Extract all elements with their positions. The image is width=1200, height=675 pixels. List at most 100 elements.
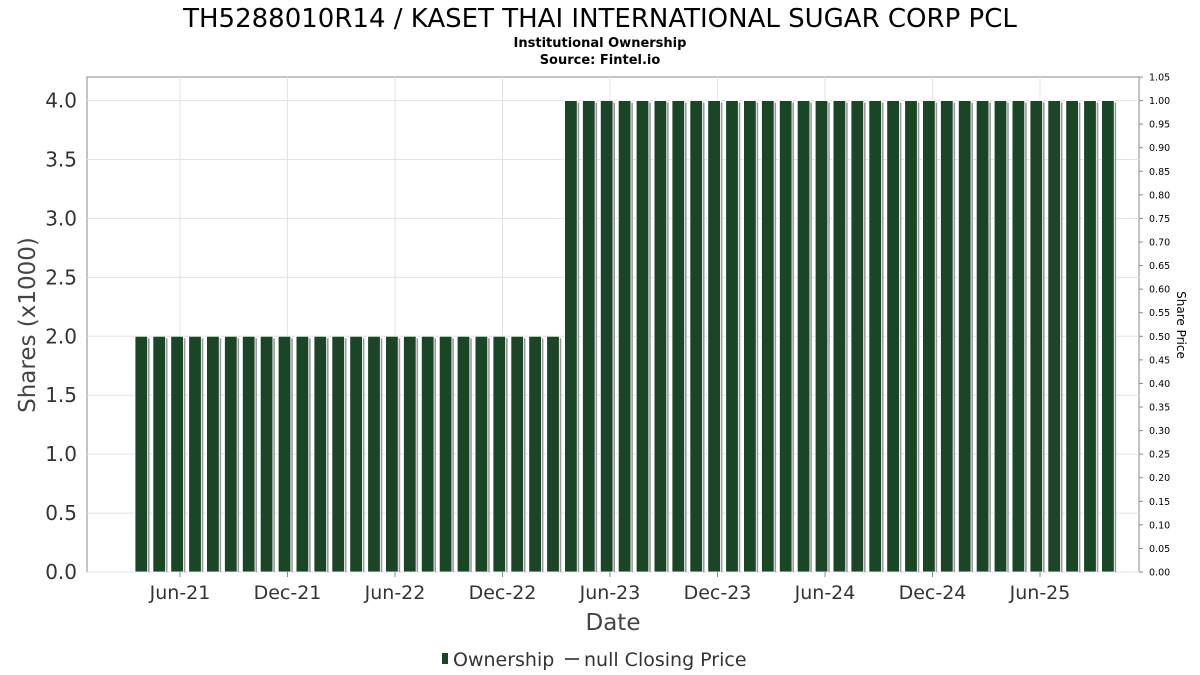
ownership-bar [1047,100,1061,573]
ownership-bar [134,335,149,573]
x-axis-label: Date [586,610,641,636]
ownership-bar [814,100,829,573]
ownership-bar [1101,100,1115,573]
ownership-bar [1011,100,1026,573]
ownership-bar [420,335,435,573]
y2-tick-label: 0.10 [1149,520,1170,531]
ownership-bar [241,335,256,573]
y2-tick-label: 0.70 [1149,238,1170,249]
ownership-bar [904,100,918,573]
ownership-bar [886,100,900,573]
ownership-bar [761,100,775,573]
ownership-bar [259,335,274,573]
y2-tick-label: 0.30 [1149,426,1170,437]
chart-subtitle-1: Institutional Ownership [514,36,687,51]
x-tick-label: Jun-23 [579,582,641,604]
ownership-bar [313,335,328,573]
ownership-bar [832,100,847,573]
x-tick-label: Jun-24 [794,582,856,604]
y-axis-ticks: 0.0 0.5 1.0 1.5 2.0 2.5 3.0 3.5 4.0 [45,89,77,584]
x-axis-ticks: Jun-21 Dec-21 Jun-22 Dec-22 Jun-23 Dec-23 Jun-… [149,572,1071,604]
ownership-bar [707,100,721,573]
ownership-bar [1083,100,1097,573]
ownership-bar [546,335,560,573]
ownership-bar [689,100,703,573]
chart-title: TH5288010R14 / KASET THAI INTERNATIONAL … [182,4,1017,34]
y-tick-label: 1.0 [45,442,77,466]
y2-tick-label: 0.20 [1149,473,1170,484]
y2-tick-label: 0.65 [1149,261,1170,272]
ownership-bar [331,335,345,573]
x-tick-label: Jun-25 [1009,582,1071,604]
legend: Ownership null Closing Price [442,649,747,671]
y-tick-label: 0.0 [45,560,77,584]
x-tick-label: Dec-24 [899,582,967,604]
y2-tick-label: 1.05 [1149,73,1170,84]
y-tick-label: 0.5 [45,501,77,525]
ownership-bar [492,335,507,573]
y2-tick-label: 0.95 [1149,120,1170,131]
y2-tick-label: 0.05 [1149,544,1170,555]
x-tick-label: Dec-21 [254,582,322,604]
y2-tick-label: 0.80 [1149,190,1170,201]
y-tick-label: 3.0 [45,206,77,230]
ownership-bar [635,100,650,573]
y2-tick-label: 0.90 [1149,143,1170,154]
y2-axis-ticks: 0.00 0.05 0.10 0.15 0.20 0.25 0.30 0.35 0.40 0.45… [1139,73,1170,579]
ownership-bar [152,335,166,573]
y2-tick-label: 0.15 [1149,497,1170,508]
y-tick-label: 2.0 [45,324,77,348]
y2-tick-label: 0.85 [1149,167,1170,178]
chart-subtitle-2: Source: Fintel.io [540,53,661,68]
x-tick-label: Dec-22 [469,582,537,604]
y2-tick-label: 0.35 [1149,403,1170,414]
y2-tick-label: 0.25 [1149,450,1170,461]
ownership-bar [850,100,865,573]
ownership-bar [295,335,310,573]
ownership-bar [940,100,954,573]
ownership-bar [796,100,811,573]
ownership-bar [474,335,489,573]
ownership-bar [367,335,381,573]
x-tick-label: Jun-21 [149,582,211,604]
legend-ownership-label: Ownership [453,649,554,671]
ownership-bar [438,335,453,573]
ownership-bar [385,335,399,573]
ownership-bar [528,335,542,573]
ownership-bar [582,100,596,573]
ownership-bar [456,335,471,573]
ownership-bar [1065,100,1079,573]
ownership-bar [993,100,1008,573]
ownership-bar [600,100,614,573]
ownership-bar [1029,100,1044,573]
x-tick-label: Jun-22 [364,582,426,604]
ownership-bar [958,100,972,573]
y-axis-label: Shares (x1000) [15,237,41,413]
ownership-bar [779,100,793,573]
ownership-bar [725,100,739,573]
ownership-bar [403,335,417,573]
y2-tick-label: 0.00 [1149,568,1170,579]
y-tick-label: 1.5 [45,383,77,407]
ownership-bar [564,100,578,573]
ownership-bar [743,100,757,573]
ownership-bar [224,335,238,573]
y-tick-label: 4.0 [45,89,77,113]
bar-series [134,100,1117,573]
ownership-bar [510,335,524,573]
y2-axis-label: Share Price [1174,291,1188,359]
y2-tick-label: 0.45 [1149,355,1170,366]
y2-tick-label: 0.40 [1149,379,1170,390]
ownership-bar [975,100,990,573]
y2-tick-label: 1.00 [1149,96,1170,107]
ownership-bar [653,100,668,573]
ownership-bar [206,335,220,573]
y-tick-label: 2.5 [45,265,77,289]
ownership-bar [277,335,292,573]
ownership-bar [617,100,632,573]
y2-tick-label: 0.50 [1149,332,1170,343]
y2-tick-label: 0.60 [1149,285,1170,296]
ownership-bar [671,100,686,573]
ownership-bar [922,100,936,573]
x-tick-label: Dec-23 [684,582,752,604]
